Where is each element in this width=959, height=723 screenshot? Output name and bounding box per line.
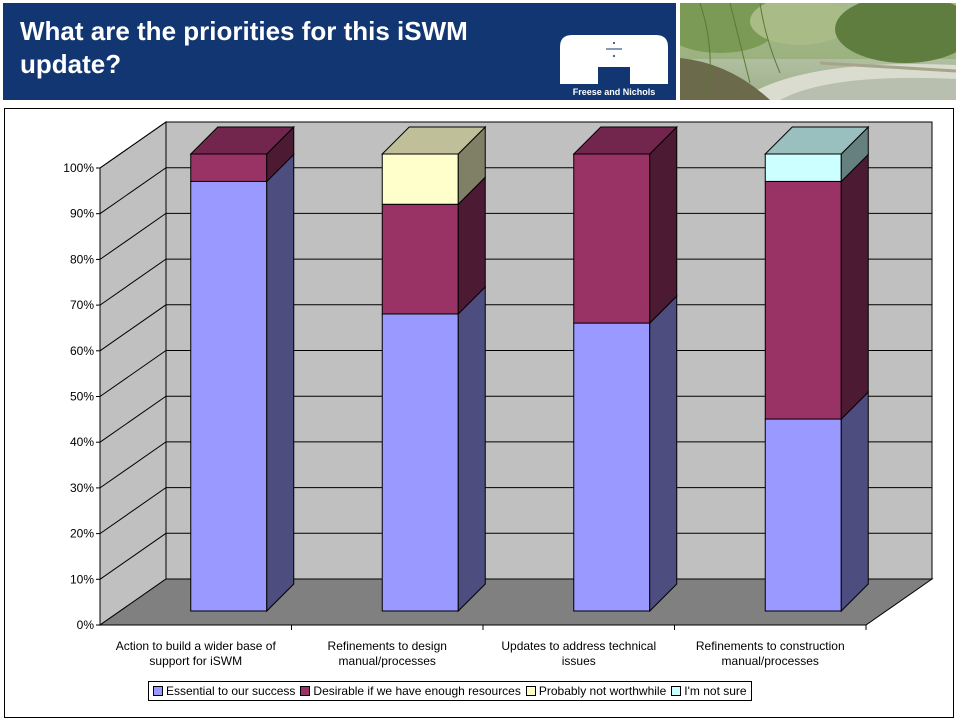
y-tick-label: 10% — [70, 572, 94, 586]
x-category-label: Updates to address technical — [501, 639, 656, 653]
bar-segment — [381, 153, 459, 205]
legend-swatch — [153, 686, 163, 696]
svg-text:Freese and Nichols: Freese and Nichols — [573, 87, 656, 97]
legend-item: Desirable if we have enough resources — [300, 684, 521, 698]
legend-label: Probably not worthwhile — [538, 684, 667, 698]
legend-item: Probably not worthwhile — [525, 684, 667, 698]
y-tick-label: 70% — [70, 298, 94, 312]
bar-side — [457, 285, 486, 613]
bar-segment — [764, 180, 842, 420]
bar-top — [572, 126, 678, 155]
bar-side — [840, 390, 869, 613]
x-category-label: Refinements to design — [328, 639, 447, 653]
chart-legend: Essential to our success Desirable if we … — [148, 681, 752, 701]
y-tick-label: 40% — [70, 435, 94, 449]
bar-segment — [190, 180, 268, 612]
y-tick-label: 20% — [70, 527, 94, 541]
bar-side — [266, 153, 295, 613]
legend-swatch — [300, 686, 311, 696]
page-title: What are the priorities for this iSWM up… — [20, 16, 468, 79]
header: What are the priorities for this iSWM up… — [0, 0, 959, 103]
bar-segment — [190, 153, 268, 182]
bar-segment — [573, 153, 651, 324]
legend-label: I'm not sure — [684, 684, 747, 698]
legend-swatch — [525, 686, 536, 696]
title-bar: What are the priorities for this iSWM up… — [3, 3, 676, 100]
legend-label: Desirable if we have enough resources — [313, 684, 521, 698]
legend-item: I'm not sure — [671, 684, 747, 698]
bar-top — [189, 126, 295, 155]
company-logo: Freese and Nichols — [558, 35, 670, 99]
bar-segment — [764, 418, 842, 612]
legend-swatch — [671, 686, 682, 696]
bar-side — [649, 125, 678, 325]
y-tick-label: 60% — [70, 344, 94, 358]
bar-segment — [381, 313, 459, 612]
y-tick-label: 30% — [70, 481, 94, 495]
y-tick-label: 50% — [70, 390, 94, 404]
floor — [98, 578, 934, 626]
y-tick-label: 90% — [70, 207, 94, 221]
x-category-label: manual/processes — [339, 654, 436, 668]
legend-item: Essential to our success — [153, 684, 295, 698]
bar-top — [381, 126, 487, 155]
bar-segment — [764, 153, 842, 182]
x-category-label: manual/processes — [722, 654, 819, 668]
river-photo — [680, 3, 956, 100]
chart-frame — [4, 108, 954, 718]
y-tick-label: 100% — [63, 161, 94, 175]
x-category-label: issues — [562, 654, 596, 668]
legend-label: Essential to our success — [166, 684, 296, 698]
y-tick-label: 80% — [70, 252, 94, 266]
y-tick-label: 0% — [77, 618, 95, 632]
bar-segment — [573, 322, 651, 612]
bar-top — [764, 126, 870, 155]
x-category-label: Refinements to construction — [696, 639, 845, 653]
x-category-label: support for iSWM — [149, 654, 242, 668]
bar-side — [649, 294, 678, 613]
bar-side — [840, 153, 869, 421]
bar-segment — [381, 203, 459, 315]
x-category-label: Action to build a wider base of — [116, 639, 277, 653]
gridline — [99, 121, 932, 169]
